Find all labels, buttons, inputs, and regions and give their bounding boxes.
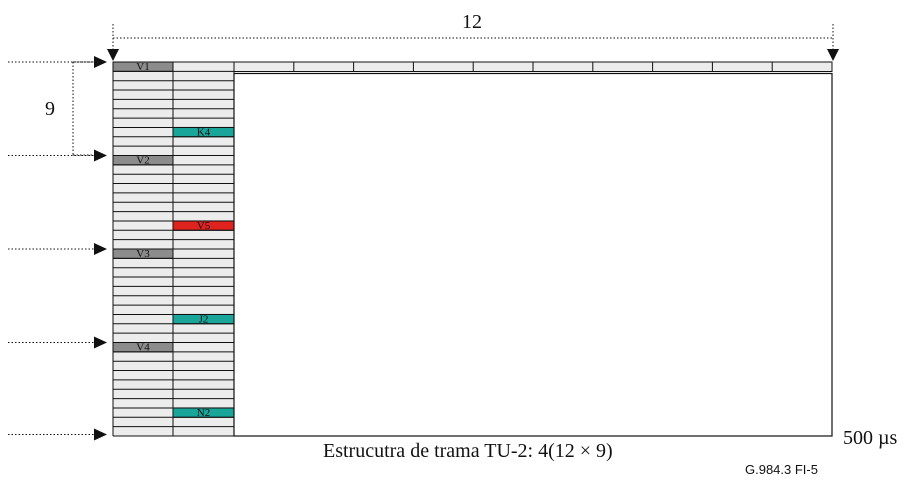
right-arrow-icon <box>94 336 107 349</box>
cell-label-v2: V2 <box>136 154 149 166</box>
down-arrow-left-icon <box>107 49 119 61</box>
cell-label-j2: J2 <box>199 313 209 325</box>
right-arrow-icon <box>94 428 107 441</box>
figure-id: G.984.3 FI-5 <box>745 462 818 477</box>
cell-label-v5: V5 <box>197 220 211 232</box>
right-arrow-icon <box>94 149 107 162</box>
cell-label-v1: V1 <box>136 61 149 73</box>
cell-label-n2: N2 <box>197 407 210 419</box>
right-arrow-icon <box>94 56 107 68</box>
time-label: 500 µs <box>843 427 898 449</box>
figure-caption: Estrucutra de trama TU-2: 4(12 × 9) <box>323 440 613 462</box>
right-arrow-icon <box>94 243 107 255</box>
cell-label-k4: K4 <box>197 126 211 138</box>
cell-label-v4: V4 <box>136 341 150 353</box>
side-dimension-label: 9 <box>45 98 55 120</box>
down-arrow-right-icon <box>827 49 839 61</box>
cell-label-v3: V3 <box>136 248 150 260</box>
payload-area <box>233 72 833 437</box>
top-dimension-label: 12 <box>462 11 482 33</box>
